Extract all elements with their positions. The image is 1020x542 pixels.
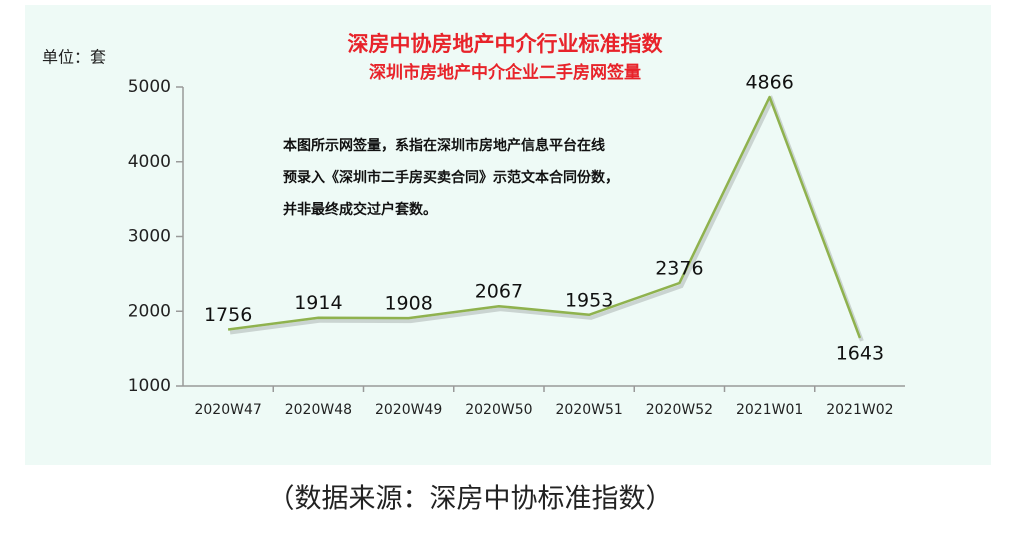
x-tick-label: 2020W52 [646, 402, 713, 418]
data-label: 1908 [384, 293, 432, 315]
x-tick-label: 2020W48 [285, 402, 352, 418]
data-label: 1643 [836, 342, 884, 364]
data-label: 2376 [655, 258, 703, 280]
data-label: 2067 [475, 281, 523, 303]
caption: （数据来源：深房中协标准指数） [268, 484, 673, 515]
data-label: 1756 [204, 304, 252, 326]
x-tick-label: 2021W01 [736, 402, 803, 418]
x-tick-label: 2020W49 [375, 402, 442, 418]
chart-subtitle: 深圳市房地产中介企业二手房网签量 [369, 62, 641, 83]
x-tick-label: 2020W51 [555, 402, 622, 418]
x-tick-label: 2021W02 [826, 402, 893, 418]
y-tick-label: 4000 [128, 152, 171, 172]
annotation: 并非最终成交过户套数。 [283, 201, 437, 218]
data-label: 1953 [565, 289, 613, 311]
annotation: 本图所示网签量，系指在深圳市房地产信息平台在线 [283, 137, 605, 154]
y-tick-label: 2000 [128, 301, 171, 321]
y-tick-label: 3000 [128, 227, 171, 247]
chart-panel [25, 5, 991, 465]
x-tick-label: 2020W50 [465, 402, 532, 418]
y-axis-label: 单位：套 [42, 48, 106, 67]
y-tick-label: 5000 [128, 77, 171, 97]
line-shadow [229, 94, 864, 342]
y-tick-label: 1000 [128, 376, 171, 396]
line [227, 95, 862, 339]
annotation: 预录入《深圳市二手房买卖合同》示范文本合同份数， [283, 169, 619, 186]
x-tick-label: 2020W47 [194, 402, 261, 418]
chart-title: 深房中协房地产中介行业标准指数 [348, 32, 664, 56]
data-label: 1914 [294, 292, 342, 314]
data-label: 4866 [745, 72, 793, 94]
